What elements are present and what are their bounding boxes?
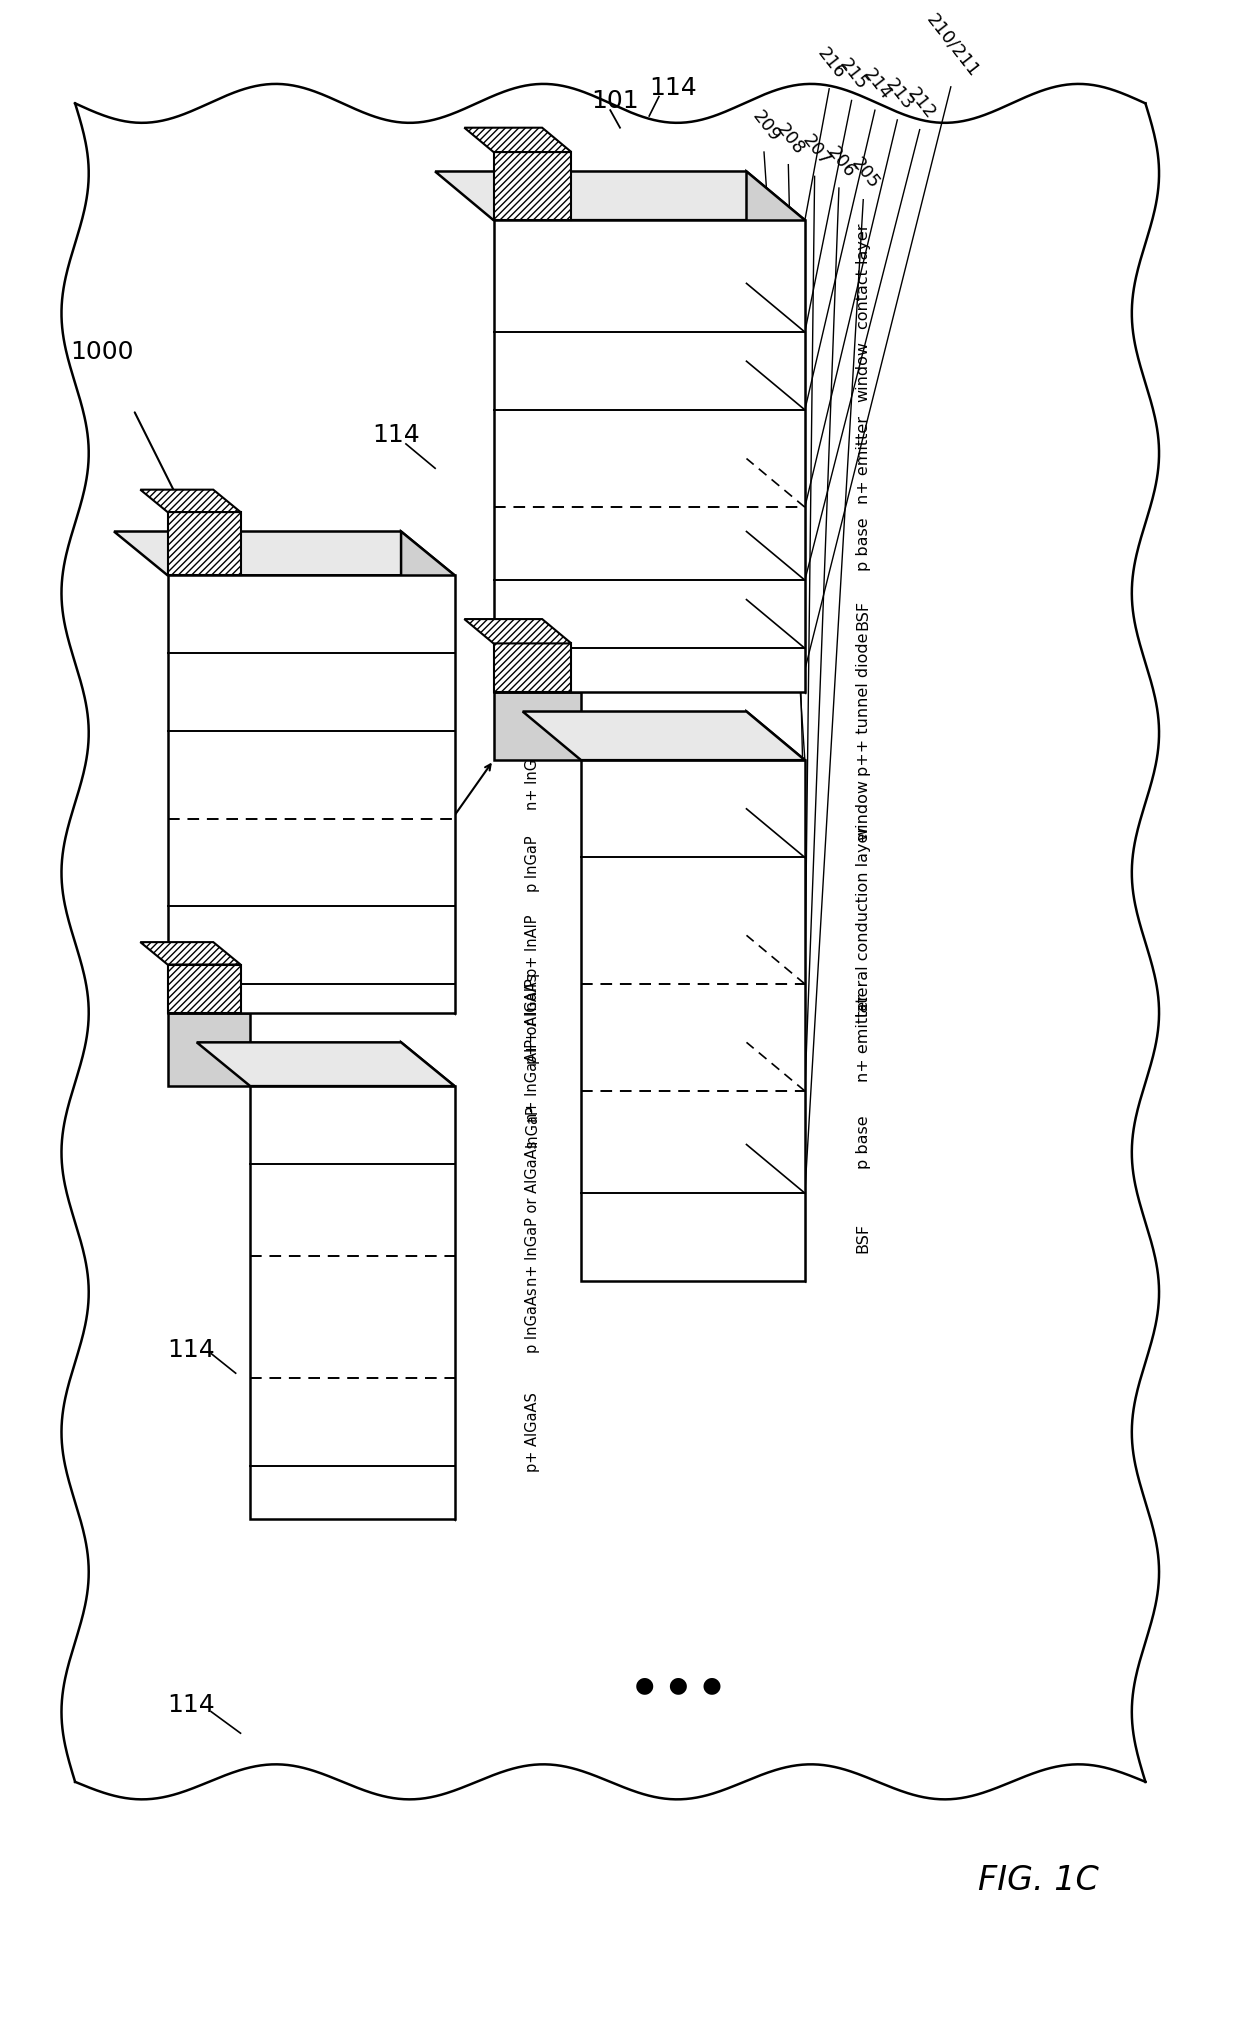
Polygon shape [167, 1013, 250, 1087]
Text: 114: 114 [372, 422, 419, 447]
Text: 101: 101 [590, 90, 639, 114]
Text: 208: 208 [773, 120, 808, 157]
Polygon shape [250, 1087, 455, 1519]
Polygon shape [401, 1042, 455, 1519]
Polygon shape [197, 1042, 455, 1087]
Polygon shape [464, 128, 572, 153]
Polygon shape [523, 712, 805, 761]
Polygon shape [746, 712, 805, 1280]
Text: 206: 206 [823, 143, 858, 181]
Polygon shape [494, 693, 582, 761]
Polygon shape [167, 575, 455, 1013]
Text: n+ emitter: n+ emitter [856, 416, 870, 504]
Polygon shape [746, 173, 805, 693]
Polygon shape [494, 153, 572, 220]
Text: 209: 209 [748, 108, 784, 145]
Text: window: window [856, 341, 870, 402]
Text: p+ InAlP: p+ InAlP [525, 913, 539, 977]
Polygon shape [114, 532, 455, 575]
Text: 114: 114 [167, 1338, 216, 1362]
Text: n+ InGaP: n+ InGaP [525, 740, 539, 809]
Text: n+ AlInP: n+ AlInP [525, 661, 539, 724]
Polygon shape [435, 173, 805, 220]
Text: InGaP: InGaP [525, 1105, 539, 1146]
Text: 1000: 1000 [71, 341, 134, 365]
Text: n++ GaAs: n++ GaAs [525, 577, 539, 652]
Text: 205: 205 [848, 155, 883, 194]
Polygon shape [582, 761, 805, 1280]
Text: 113: 113 [401, 812, 449, 836]
Polygon shape [167, 512, 241, 575]
Polygon shape [167, 964, 241, 1013]
Polygon shape [140, 491, 241, 512]
Text: window: window [856, 779, 870, 840]
Text: p+ AlGaAS: p+ AlGaAS [525, 1393, 539, 1472]
Text: contact layer: contact layer [856, 224, 870, 328]
Text: n+ InGaP or AlGaAs: n+ InGaP or AlGaAs [525, 1140, 539, 1287]
Polygon shape [140, 942, 241, 964]
Text: 214: 214 [859, 65, 894, 104]
Text: p InGaP: p InGaP [525, 834, 539, 891]
Text: lateral conduction layer: lateral conduction layer [856, 826, 870, 1017]
Text: FIG. 1C: FIG. 1C [978, 1864, 1099, 1896]
Text: BSF: BSF [856, 599, 870, 630]
Text: p base: p base [856, 1115, 870, 1168]
Text: p++ tunnel diode: p++ tunnel diode [856, 632, 870, 777]
Text: n+ InGaAlP or InAlP: n+ InGaAlP or InAlP [525, 979, 539, 1121]
Text: n+ emitter: n+ emitter [856, 993, 870, 1083]
Text: 212: 212 [904, 86, 940, 122]
Text: BSF: BSF [856, 1221, 870, 1252]
Polygon shape [401, 532, 455, 1013]
Text: 114: 114 [650, 75, 697, 100]
Text: 216: 216 [813, 45, 849, 82]
Text: 114: 114 [167, 1692, 216, 1717]
Text: 215: 215 [836, 55, 872, 94]
Text: 213: 213 [882, 75, 916, 112]
Text: p InGaAs: p InGaAs [525, 1287, 539, 1352]
Text: 207: 207 [799, 130, 835, 169]
Text: p++ AlGaAs: p++ AlGaAs [525, 973, 539, 1064]
Text: 210/211: 210/211 [923, 10, 983, 80]
Polygon shape [494, 220, 805, 693]
Polygon shape [494, 644, 572, 693]
Text: p base: p base [856, 518, 870, 571]
Text: ●  ●  ●: ● ● ● [635, 1674, 722, 1694]
Polygon shape [464, 620, 572, 644]
